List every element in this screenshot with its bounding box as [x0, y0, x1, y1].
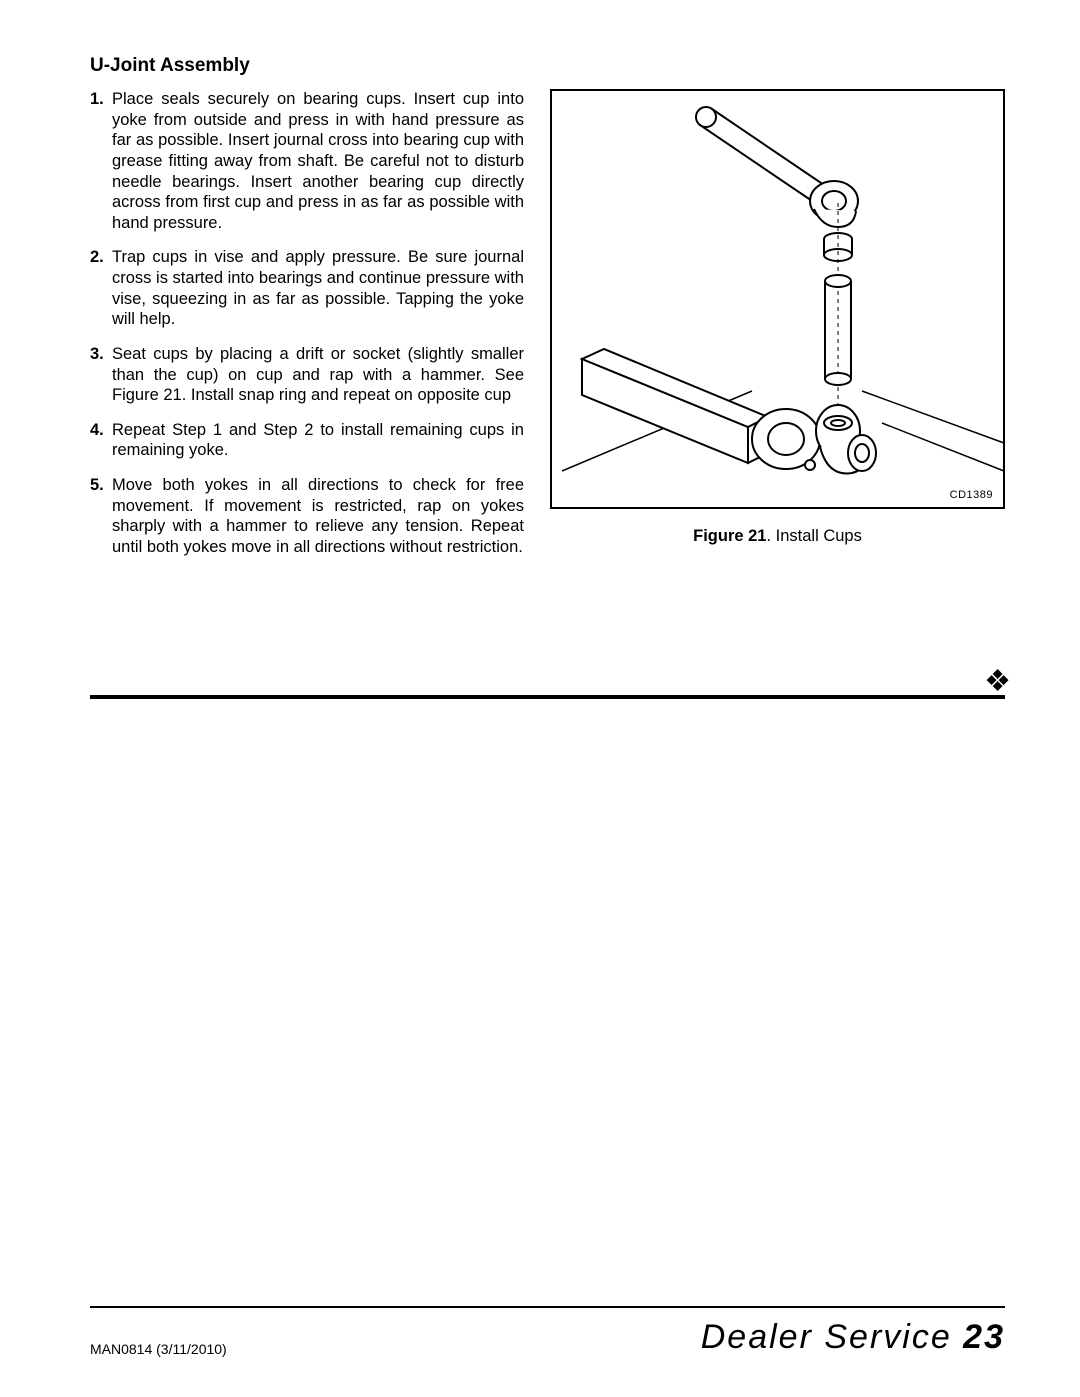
lower-yoke-head [752, 405, 876, 473]
step-number: 5. [90, 475, 104, 496]
document-id: MAN0814 (3/11/2010) [90, 1341, 227, 1357]
step-text: Repeat Step 1 and Step 2 to install rema… [112, 421, 524, 460]
step-number: 4. [90, 420, 104, 441]
figure-frame: CD1389 [550, 89, 1005, 509]
content-row: 1. Place seals securely on bearing cups.… [90, 89, 1005, 572]
step-text: Place seals securely on bearing cups. In… [112, 90, 524, 232]
install-cups-diagram [552, 91, 1007, 511]
footer-title-text: Dealer Service [701, 1318, 963, 1356]
footer-rule [90, 1306, 1005, 1308]
step-item: 3. Seat cups by placing a drift or socke… [112, 344, 524, 406]
section-end-rule: ❖ [90, 695, 1005, 699]
step-list: 1. Place seals securely on bearing cups.… [90, 89, 524, 558]
step-text: Move both yokes in all directions to che… [112, 476, 524, 556]
step-number: 2. [90, 247, 104, 268]
page-footer: MAN0814 (3/11/2010) Dealer Service 23 [90, 1306, 1005, 1357]
horizontal-rule [90, 695, 1005, 699]
figure-caption-text: . Install Cups [766, 527, 861, 545]
step-number: 3. [90, 344, 104, 365]
step-text: Seat cups by placing a drift or socket (… [112, 345, 524, 404]
footer-row: MAN0814 (3/11/2010) Dealer Service 23 [90, 1318, 1005, 1357]
manual-page: U-Joint Assembly 1. Place seals securely… [0, 0, 1080, 1397]
step-item: 5. Move both yokes in all directions to … [112, 475, 524, 558]
page-number: 23 [963, 1318, 1005, 1356]
figure-caption: Figure 21. Install Cups [550, 527, 1005, 546]
step-item: 1. Place seals securely on bearing cups.… [112, 89, 524, 233]
upper-yoke [696, 107, 858, 227]
footer-title: Dealer Service 23 [701, 1318, 1005, 1357]
step-item: 2. Trap cups in vise and apply pressure.… [112, 247, 524, 330]
step-text: Trap cups in vise and apply pressure. Be… [112, 248, 524, 328]
figure-caption-label: Figure 21 [693, 527, 766, 545]
step-item: 4. Repeat Step 1 and Step 2 to install r… [112, 420, 524, 461]
end-ornament-icon: ❖ [984, 667, 1011, 697]
instruction-column: 1. Place seals securely on bearing cups.… [90, 89, 524, 572]
lower-shaft [582, 349, 768, 463]
section-heading: U-Joint Assembly [90, 55, 1005, 77]
figure-column: CD1389 Figure 21. Install Cups [550, 89, 1005, 572]
step-number: 1. [90, 89, 104, 110]
figure-code: CD1389 [950, 489, 993, 501]
